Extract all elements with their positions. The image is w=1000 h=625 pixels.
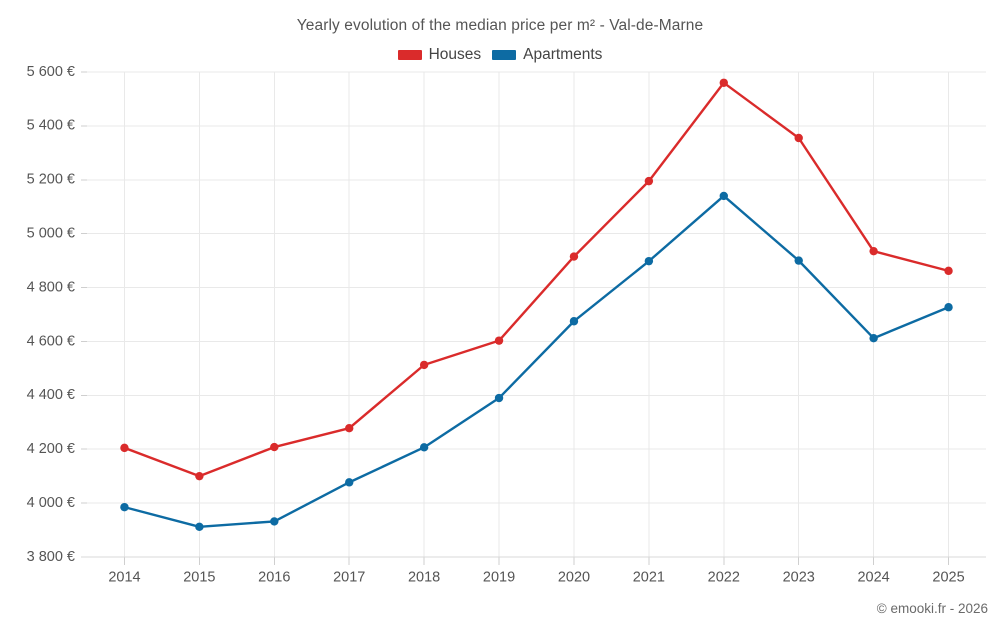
x-tick-label: 2015 [183, 570, 215, 586]
data-point-marker[interactable] [494, 393, 504, 403]
data-point-marker[interactable] [569, 252, 579, 261]
x-tick-label: 2018 [408, 570, 440, 586]
x-tick-label: 2021 [633, 570, 665, 586]
data-point-marker[interactable] [794, 256, 803, 265]
y-tick-label: 5 200 € [27, 172, 75, 188]
x-axis-labels: 2014 2015 2016 2017 2018 2019 2020 2021 2022 2023… [108, 570, 964, 586]
chart-title: Yearly evolution of the median price per… [296, 17, 704, 34]
y-tick-label: 4 200 € [27, 441, 75, 457]
data-point-marker[interactable] [719, 78, 728, 87]
y-tick-label: 4 400 € [27, 387, 75, 403]
x-tick-label: 2025 [932, 570, 964, 586]
y-tick-label: 5 000 € [27, 225, 75, 241]
data-point-marker[interactable] [195, 522, 204, 532]
x-axis-ticks [123, 557, 950, 565]
x-tick-label: 2024 [857, 570, 889, 586]
legend-label-houses: Houses [428, 46, 482, 63]
data-point-marker[interactable] [569, 317, 579, 326]
data-point-marker[interactable] [270, 442, 279, 452]
data-point-marker[interactable] [120, 443, 129, 453]
data-series-layer [120, 78, 953, 532]
credit-text: © emooki.fr - 2026 [876, 601, 988, 616]
data-point-marker[interactable] [195, 471, 204, 481]
data-point-marker[interactable] [270, 517, 279, 526]
x-tick-label: 2022 [708, 570, 740, 586]
x-tick-label: 2019 [483, 570, 515, 586]
data-point-marker[interactable] [644, 176, 654, 186]
y-tick-label: 5 600 € [27, 64, 75, 80]
y-tick-label: 4 800 € [27, 279, 75, 295]
x-tick-label: 2023 [783, 570, 815, 586]
x-tick-label: 2020 [558, 570, 590, 586]
y-axis-labels: 3 800 € 4 000 € 4 200 € 4 400 € 4 600 € 4 800… [27, 64, 75, 565]
x-tick-label: 2016 [258, 570, 290, 586]
data-point-marker[interactable] [419, 443, 429, 452]
data-point-marker[interactable] [345, 478, 354, 487]
chart-legend: Houses Apartments [0, 46, 1000, 64]
x-tick-label: 2017 [333, 570, 365, 586]
data-point-marker[interactable] [869, 246, 878, 256]
data-point-marker[interactable] [794, 133, 803, 143]
legend-swatch-icon-houses [397, 50, 422, 60]
y-tick-label: 4 600 € [27, 333, 75, 349]
data-point-marker[interactable] [494, 336, 504, 345]
data-point-marker[interactable] [944, 303, 953, 312]
y-tick-label: 5 400 € [27, 118, 75, 134]
data-point-marker[interactable] [419, 360, 429, 370]
x-tick-label: 2014 [108, 570, 140, 586]
legend-swatch-icon-apartments [492, 50, 517, 60]
series-houses [120, 78, 953, 481]
data-point-marker[interactable] [644, 256, 654, 266]
series-line-houses [123, 81, 950, 478]
legend-item-apartments[interactable]: Apartments [492, 46, 602, 64]
data-point-marker[interactable] [345, 424, 354, 433]
y-axis-ticks [81, 71, 87, 558]
y-tick-label: 3 800 € [27, 549, 75, 565]
data-point-marker[interactable] [944, 266, 953, 276]
series-line-apartments [123, 194, 950, 529]
data-point-marker[interactable] [869, 334, 878, 343]
data-point-marker[interactable] [120, 502, 129, 512]
grid-lines [87, 71, 986, 557]
data-point-marker[interactable] [719, 191, 728, 201]
y-tick-label: 4 000 € [27, 495, 75, 511]
legend-item-houses[interactable]: Houses [397, 46, 482, 64]
series-apartments [120, 191, 953, 532]
legend-label-apartments: Apartments [523, 46, 603, 63]
